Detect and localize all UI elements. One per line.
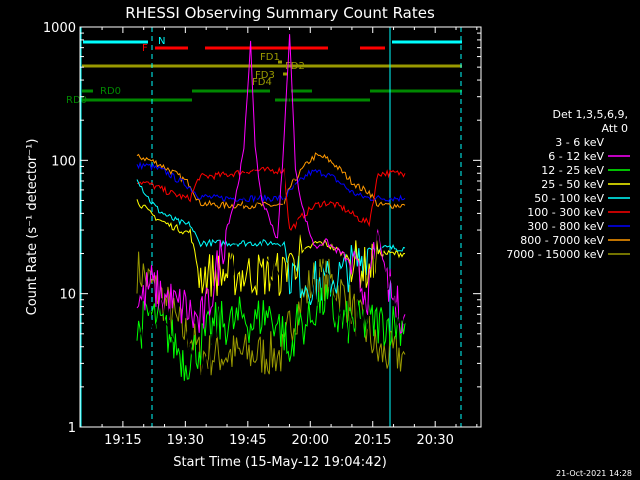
y-tick-label: 1 xyxy=(68,421,76,436)
flag-label-f: F xyxy=(142,43,148,54)
flag-label-fd: FD3 xyxy=(255,70,275,81)
flag-label-fd: FD1 xyxy=(260,52,280,63)
legend-header: Det 1,3,5,6,9, xyxy=(552,108,628,121)
legend-label: 300 - 800 keV xyxy=(527,220,604,233)
series-line xyxy=(136,34,406,334)
y-axis: 1 10 100 1000 xyxy=(43,21,481,436)
y-axis-label: Count Rate (s⁻¹ detector⁻¹) xyxy=(25,139,40,316)
plot-frame xyxy=(79,26,482,428)
y-tick-label: 100 xyxy=(51,154,76,169)
series-line xyxy=(136,68,406,389)
x-tick-label: 19:15 xyxy=(104,433,141,448)
legend-label: 25 - 50 keV xyxy=(541,178,604,191)
series-line xyxy=(136,179,406,306)
timestamp: 21-Oct-2021 14:28 xyxy=(556,469,632,478)
series-layer xyxy=(136,34,406,389)
x-tick-label: 20:15 xyxy=(354,433,391,448)
legend-label: 50 - 100 keV xyxy=(534,192,604,205)
flag-label-fd: FD2 xyxy=(285,61,305,72)
y-tick-label: 1000 xyxy=(43,21,76,36)
flag-label-rd0: RD0 xyxy=(66,95,87,106)
legend-label: 6 - 12 keV xyxy=(548,150,604,163)
legend-header: Att 0 xyxy=(602,122,628,135)
flag-label-n: N xyxy=(158,36,165,47)
flag-label-fd: FD4 xyxy=(252,77,272,88)
legend-label: 800 - 7000 keV xyxy=(520,234,604,247)
x-tick-label: 19:45 xyxy=(229,433,266,448)
x-axis-label: Start Time (15-May-12 19:04:42) xyxy=(173,455,387,470)
legend-label: 3 - 6 keV xyxy=(555,136,604,149)
legend-label: 100 - 300 keV xyxy=(527,206,604,219)
chart-title: RHESSI Observing Summary Count Rates xyxy=(125,4,435,22)
x-axis: 19:15 19:30 19:45 20:00 20:15 20:30 xyxy=(101,27,478,448)
y-tick-label: 10 xyxy=(59,288,76,303)
legend-label: 12 - 25 keV xyxy=(541,164,604,177)
legend-label: 7000 - 15000 keV xyxy=(506,248,604,261)
saa-boundaries xyxy=(80,27,462,427)
flag-label-rd0: RD0 xyxy=(100,86,121,97)
x-tick-label: 19:30 xyxy=(167,433,204,448)
x-tick-label: 20:00 xyxy=(292,433,329,448)
series-line xyxy=(136,166,406,231)
x-tick-label: 20:30 xyxy=(416,433,453,448)
series-line xyxy=(136,161,406,203)
